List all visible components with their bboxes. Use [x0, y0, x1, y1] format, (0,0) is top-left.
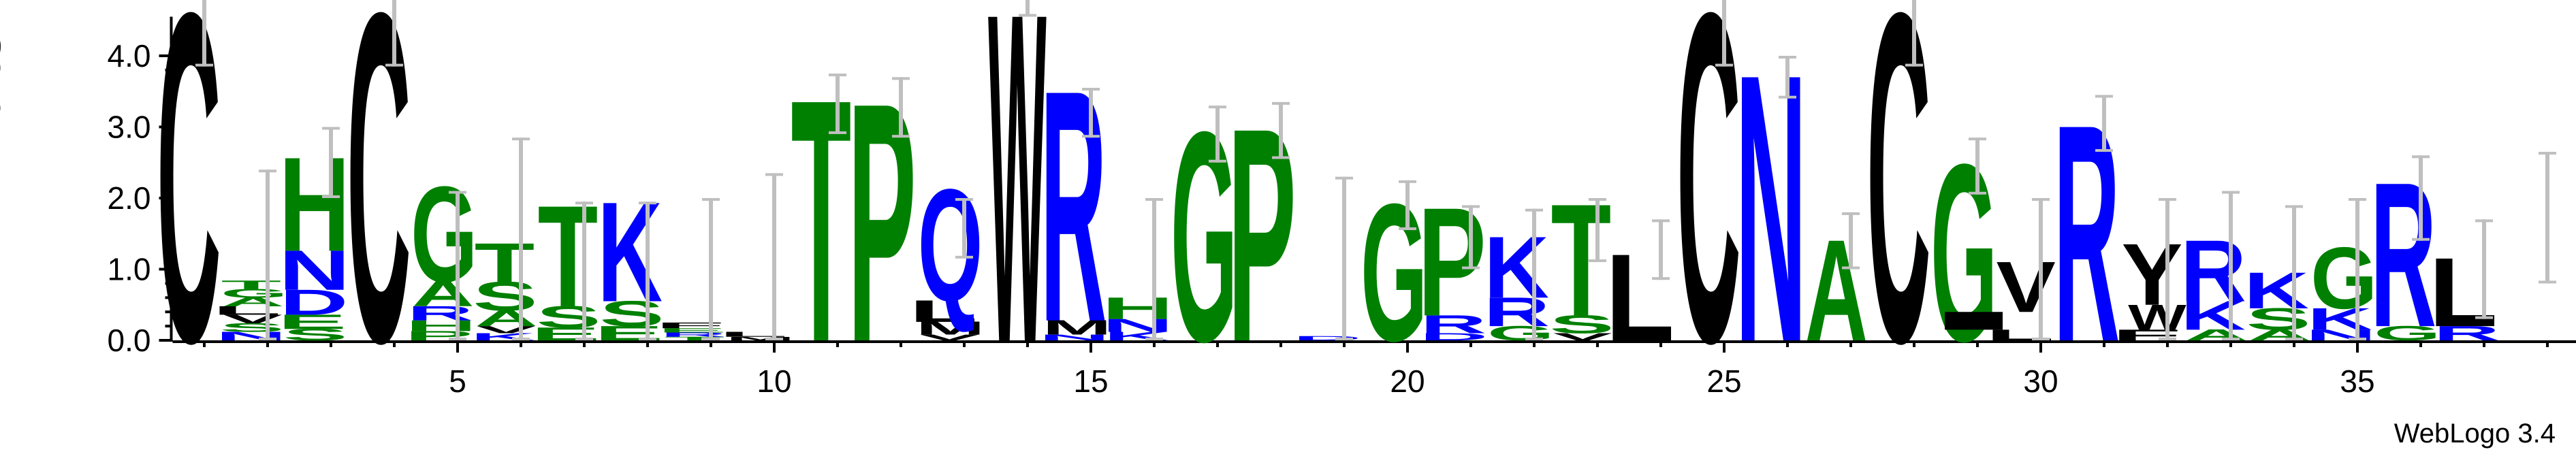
svg-text:WebLogo 3.4: WebLogo 3.4: [2394, 419, 2556, 449]
svg-text:P: P: [848, 33, 917, 413]
svg-text:bits: bits: [0, 31, 12, 128]
svg-text:F: F: [655, 321, 725, 330]
svg-text:K: K: [2244, 261, 2309, 319]
svg-text:R: R: [2054, 61, 2120, 407]
svg-text:0.0: 0.0: [108, 323, 151, 358]
svg-text:1.0: 1.0: [108, 252, 151, 287]
svg-text:R: R: [1040, 21, 1107, 391]
svg-text:L: L: [2428, 238, 2498, 348]
svg-text:H: H: [279, 129, 350, 280]
svg-text:L: L: [718, 330, 788, 338]
svg-text:G: G: [1930, 112, 1997, 394]
svg-text:P: P: [1228, 64, 1297, 405]
svg-text:K: K: [1484, 218, 1549, 317]
svg-text:R: R: [2370, 139, 2436, 370]
svg-text:N: N: [1735, 0, 1807, 421]
svg-text:3.0: 3.0: [108, 110, 151, 145]
svg-text:5: 5: [449, 363, 466, 399]
svg-text:L: L: [1605, 229, 1674, 367]
svg-text:R: R: [2180, 222, 2246, 320]
svg-text:4.0: 4.0: [108, 38, 151, 74]
svg-text:A: A: [1805, 210, 1868, 372]
svg-text:G: G: [2310, 229, 2377, 327]
svg-text:P: P: [1418, 175, 1486, 348]
svg-text:2.0: 2.0: [108, 180, 151, 216]
svg-text:Y: Y: [2122, 225, 2183, 323]
svg-text:T: T: [791, 27, 852, 414]
svg-text:V: V: [1997, 247, 2056, 328]
svg-text:T: T: [475, 231, 535, 294]
svg-text:T: T: [221, 278, 282, 291]
svg-text:K: K: [597, 173, 663, 332]
svg-text:H: H: [1102, 291, 1173, 325]
svg-text:T: T: [538, 175, 599, 337]
svg-text:G: G: [411, 157, 477, 310]
svg-text:10: 10: [757, 363, 791, 399]
svg-text:W: W: [988, 0, 1047, 440]
svg-text:Q: Q: [918, 155, 983, 334]
